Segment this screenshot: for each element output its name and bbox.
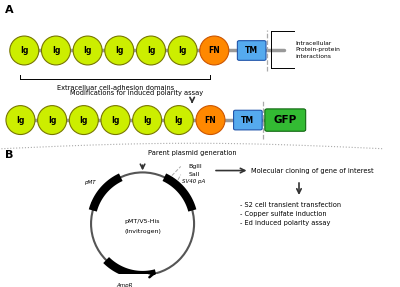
FancyBboxPatch shape	[265, 109, 306, 131]
Text: B: B	[5, 150, 14, 160]
Text: (Invitrogen): (Invitrogen)	[124, 229, 161, 234]
Text: Modifications for induced polarity assay: Modifications for induced polarity assay	[70, 90, 203, 96]
Ellipse shape	[200, 36, 229, 65]
Ellipse shape	[164, 106, 193, 135]
FancyBboxPatch shape	[234, 110, 262, 130]
Ellipse shape	[42, 36, 70, 65]
Text: TM: TM	[245, 46, 258, 55]
Text: Ig: Ig	[84, 46, 92, 55]
Text: SV40 pA: SV40 pA	[182, 179, 205, 184]
Ellipse shape	[168, 36, 197, 65]
Text: Ig: Ig	[52, 46, 60, 55]
Text: FN: FN	[208, 46, 220, 55]
Text: Ig: Ig	[20, 46, 28, 55]
Text: FN: FN	[205, 116, 216, 125]
Ellipse shape	[38, 106, 67, 135]
Text: Extracelluar cell-adhesion domains: Extracelluar cell-adhesion domains	[57, 85, 174, 91]
Ellipse shape	[101, 106, 130, 135]
Ellipse shape	[73, 36, 102, 65]
Text: Ig: Ig	[16, 116, 25, 125]
FancyBboxPatch shape	[237, 41, 266, 60]
Text: Ig: Ig	[80, 116, 88, 125]
Text: GFP: GFP	[274, 115, 297, 125]
Text: Ig: Ig	[178, 46, 187, 55]
Text: SalI: SalI	[188, 172, 200, 177]
Text: A: A	[5, 5, 14, 15]
Ellipse shape	[105, 36, 134, 65]
Text: Ig: Ig	[115, 46, 124, 55]
Text: pMT: pMT	[84, 180, 96, 185]
Ellipse shape	[136, 36, 166, 65]
Ellipse shape	[91, 172, 194, 275]
Text: Ig: Ig	[111, 116, 120, 125]
Ellipse shape	[196, 106, 225, 135]
Text: Ig: Ig	[147, 46, 155, 55]
Text: AmpR: AmpR	[116, 283, 133, 287]
Text: Intracellular
Protein-protein
interactions: Intracellular Protein-protein interactio…	[296, 41, 340, 59]
Text: TM: TM	[241, 116, 254, 125]
Ellipse shape	[6, 106, 35, 135]
Ellipse shape	[133, 106, 162, 135]
Text: Ig: Ig	[175, 116, 183, 125]
Text: Parent plasmid generation: Parent plasmid generation	[148, 150, 236, 156]
Ellipse shape	[10, 36, 39, 65]
Text: - S2 cell transient transfection
- Copper sulfate induction
- Ed induced polarit: - S2 cell transient transfection - Coppe…	[240, 202, 341, 226]
Ellipse shape	[69, 106, 98, 135]
Text: BglII: BglII	[188, 164, 202, 169]
Text: Molecular cloning of gene of interest: Molecular cloning of gene of interest	[251, 168, 374, 174]
Text: pMT/V5-His: pMT/V5-His	[125, 218, 160, 224]
Text: Ig: Ig	[143, 116, 151, 125]
Text: Ig: Ig	[48, 116, 56, 125]
